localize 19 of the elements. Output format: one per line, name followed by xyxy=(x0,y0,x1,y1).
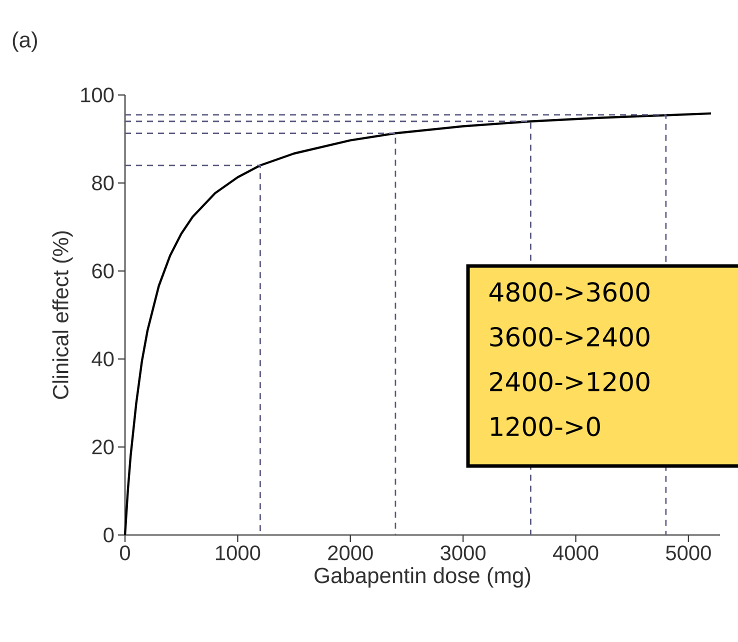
x-tick-label: 5000 xyxy=(666,546,711,560)
y-tick-label: 100 xyxy=(81,88,114,102)
annotation: 1200->0 xyxy=(491,416,600,436)
y-tick-label: 40 xyxy=(92,352,114,366)
y-axis-title: Clinical effect (%) xyxy=(52,231,73,399)
x-axis-title: Gabapentin dose (mg) xyxy=(314,567,530,588)
x-tick-label: 4000 xyxy=(552,546,598,560)
annotation: 4800->3600 xyxy=(489,282,650,302)
y-tick-label: 80 xyxy=(92,176,114,190)
y-tick-label: 20 xyxy=(92,440,114,454)
x-tick-label: 3000 xyxy=(440,546,486,560)
x-tick-label: 1000 xyxy=(216,546,260,560)
x-tick-label: 0 xyxy=(120,546,130,560)
x-tick-label: 2000 xyxy=(328,546,373,560)
annotation: 2400->1200 xyxy=(490,372,650,392)
y-tick-label: 60 xyxy=(92,264,114,278)
annotation: 3600->2400 xyxy=(490,327,650,347)
y-tick-label: 0 xyxy=(104,528,114,542)
text: (a) xyxy=(12,31,37,52)
